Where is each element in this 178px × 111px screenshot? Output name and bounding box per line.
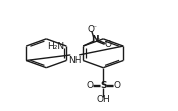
Text: O: O <box>86 81 93 90</box>
Text: O: O <box>113 81 120 90</box>
Text: O: O <box>87 25 94 34</box>
Text: H₂N: H₂N <box>47 42 65 51</box>
Text: O: O <box>104 40 111 50</box>
Text: OH: OH <box>96 95 110 104</box>
Text: +: + <box>95 36 100 41</box>
Text: NH: NH <box>68 56 82 64</box>
Text: ⁻: ⁻ <box>93 24 97 33</box>
Text: S: S <box>100 81 106 90</box>
Text: N: N <box>91 35 99 45</box>
